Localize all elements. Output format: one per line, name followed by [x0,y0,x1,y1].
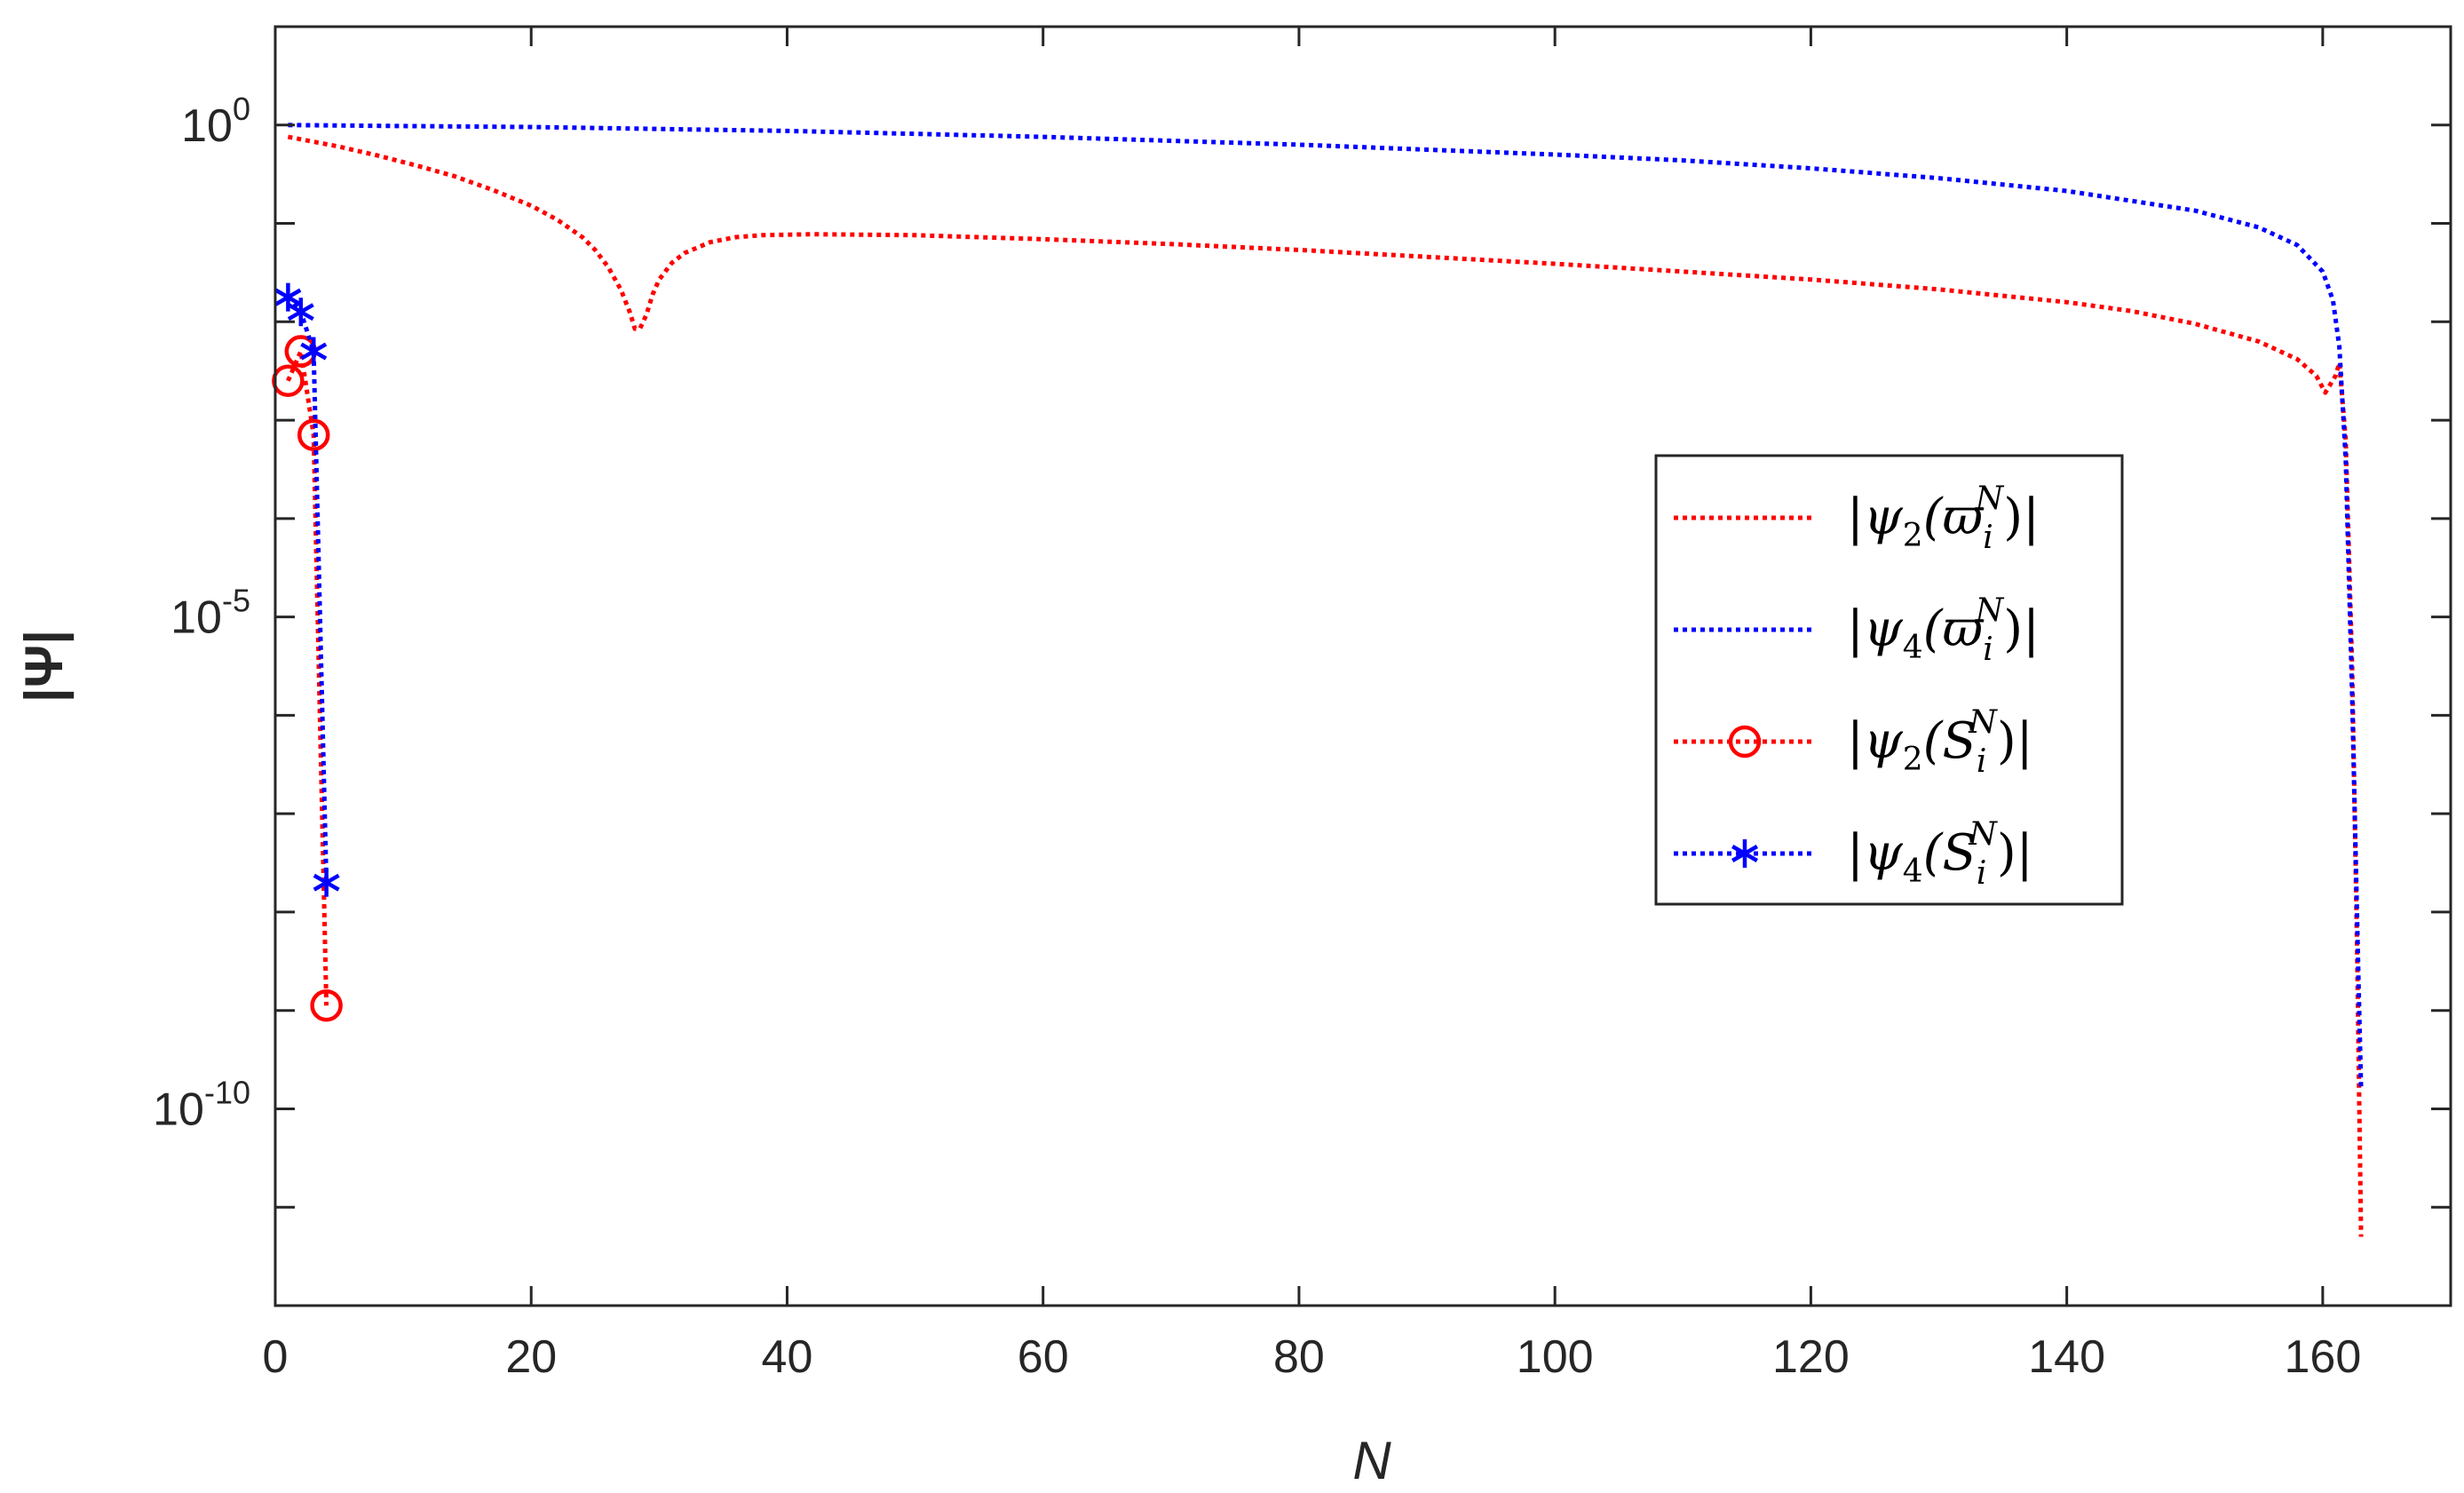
y-tick-label: 10-5 [170,583,250,644]
legend-entry: |ψ4(SiN)| [1674,816,2033,892]
marker-circle [297,418,330,451]
series-4 [274,282,340,897]
marker-asterisk [1731,839,1758,868]
y-tick-label: 10-10 [153,1074,250,1135]
legend-entry: |ψ4(ϖiN)| [1674,592,2040,668]
x-tick-label: 100 [1517,1331,1594,1383]
series-line [286,295,329,883]
x-tick-label: 0 [263,1331,289,1383]
series-line [286,349,329,1006]
marker-circle [310,989,343,1022]
legend-box [1654,454,2124,906]
y-axis-label: |Ψ| [14,630,75,703]
legend-label: |ψ4(SiN)| [1847,816,2033,892]
x-tick-label: 80 [1273,1331,1325,1383]
legend: |ψ2(ϖiN)| |ψ4(ϖiN)| |ψ2(SiN)| |ψ4(SiN)| [1654,454,2124,906]
legend-label: |ψ4(ϖiN)| [1847,592,2040,668]
x-axis-label: N [1352,1431,1391,1490]
series-1 [287,134,2364,1237]
marker-asterisk [300,337,328,366]
x-axis: 0 20 40 60 80 100 120 140 160 [263,27,2361,1383]
x-tick-label: 40 [762,1331,813,1383]
marker-asterisk [287,298,314,327]
x-tick-label: 20 [505,1331,557,1383]
legend-label: |ψ2(SiN)| [1847,704,2033,780]
legend-entry: |ψ2(SiN)| [1674,704,2033,780]
series-line [288,123,2364,1090]
x-tick-label: 120 [1772,1331,1850,1383]
series-3 [272,335,343,1022]
x-tick-label: 60 [1018,1331,1069,1383]
marker-circle [1728,725,1762,758]
x-tick-label: 140 [2028,1331,2105,1383]
plot-frame [273,25,2452,1307]
x-tick-label: 160 [2284,1331,2361,1383]
legend-label: |ψ2(ϖiN)| [1847,480,2040,556]
series-layer [272,123,2364,1237]
series-line [287,134,2364,1237]
legend-entry: |ψ2(ϖiN)| [1674,480,2040,556]
plot-area [275,27,2451,1306]
series-2 [288,123,2364,1090]
marker-circle [272,364,305,398]
y-axis: 100 10-5 10-10 [153,25,2451,1307]
y-tick-label: 100 [181,91,250,152]
marker-asterisk [313,868,340,897]
